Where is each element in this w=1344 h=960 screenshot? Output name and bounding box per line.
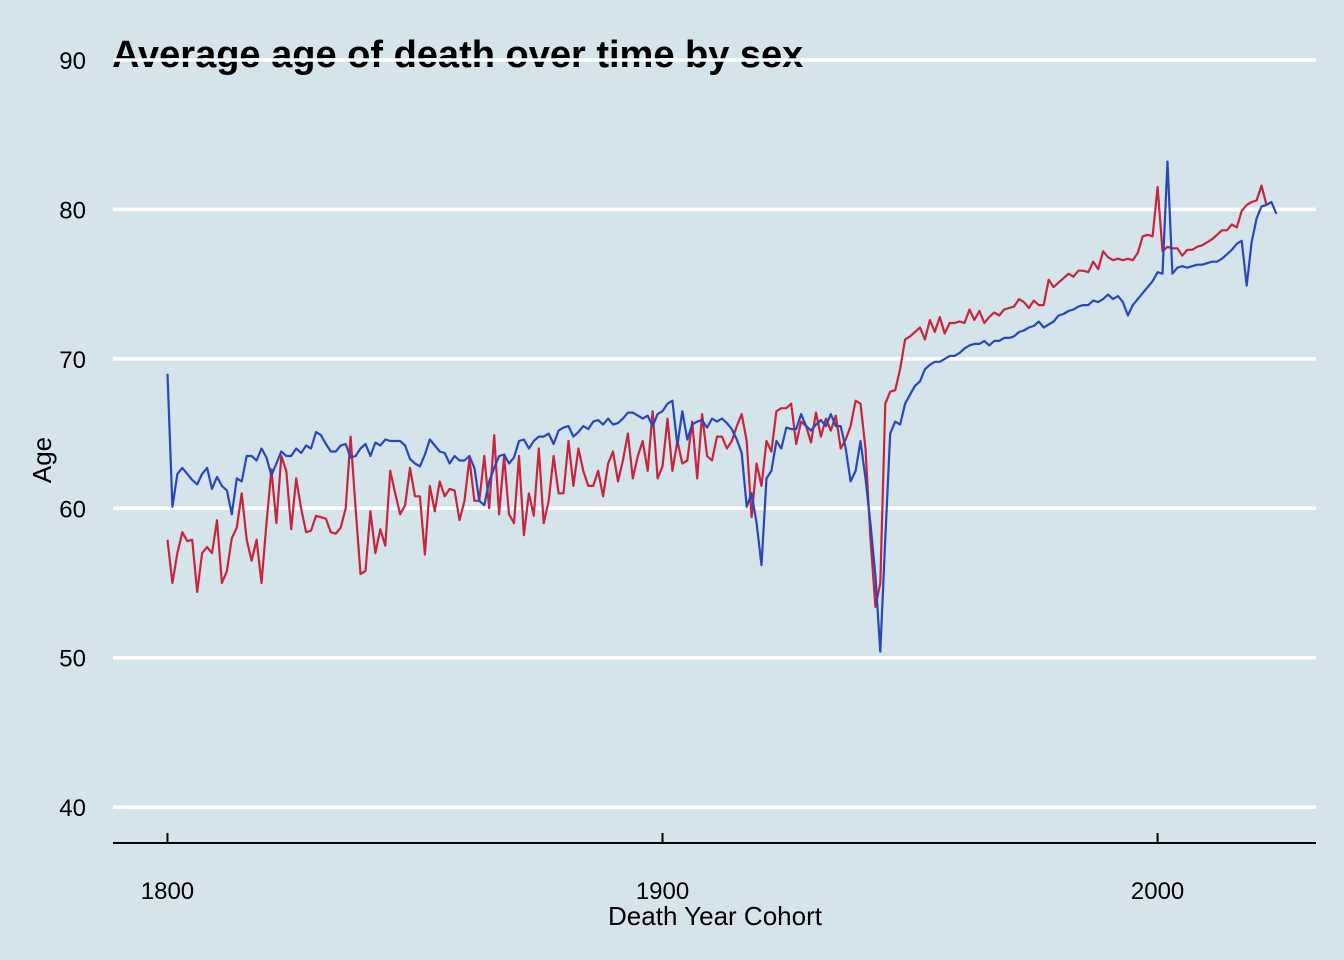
x-tick-labels: 1800 1900 2000 <box>141 833 1184 905</box>
chart-title: Average age of death over time by sex <box>112 34 803 76</box>
y-axis-label: Age <box>27 437 57 483</box>
x-tick-label: 2000 <box>1131 878 1184 905</box>
y-tick-label: 60 <box>59 496 86 523</box>
series-line-2 <box>166 160 1278 653</box>
x-tick-label: 1900 <box>636 878 689 905</box>
y-tick-label: 80 <box>59 197 86 224</box>
series-line-1 <box>166 184 1268 609</box>
y-tick-labels: 40 50 60 70 80 90 <box>59 48 86 822</box>
x-axis-label: Death Year Cohort <box>608 901 823 931</box>
y-tick-label: 40 <box>59 795 86 822</box>
y-tick-label: 70 <box>59 347 86 374</box>
series-lines <box>166 160 1278 653</box>
y-tick-label: 90 <box>59 48 86 75</box>
gridlines <box>113 58 1316 809</box>
x-tick-label: 1800 <box>141 878 194 905</box>
y-tick-label: 50 <box>59 646 86 673</box>
